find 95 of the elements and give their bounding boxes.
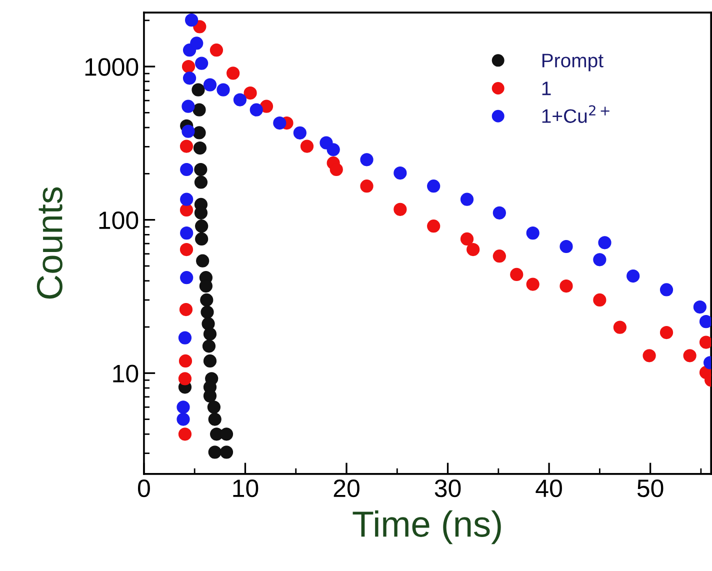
point [182,60,196,74]
point [699,336,712,349]
point [220,428,234,441]
point [178,372,192,386]
point [195,220,208,233]
point [300,140,314,153]
point [273,116,286,130]
y-tick-label: 100 [99,211,138,230]
point [642,349,656,362]
point [208,412,222,426]
x-tick-label: 10 [233,479,258,498]
point [180,226,194,240]
point [196,254,210,268]
point [360,153,374,166]
legend-label: 1+Cu$^{2+}$ [542,105,610,123]
point [192,103,206,116]
point [176,412,190,426]
point [194,176,208,189]
point [226,66,240,80]
point [192,126,206,140]
point [660,283,674,296]
point [492,206,506,220]
point [200,293,214,307]
point [192,83,205,96]
point [330,162,343,176]
point [427,180,440,193]
point [185,14,198,27]
legend-label: Prompt [542,54,604,72]
point [293,126,306,140]
point [178,354,192,368]
point [207,400,221,414]
point [244,86,257,100]
point [250,103,263,116]
y-tick-label: 10 [113,364,138,382]
point [492,250,506,263]
point [360,180,374,193]
point [203,354,217,368]
point [180,162,194,176]
point [560,240,573,254]
point [194,162,208,176]
point [626,269,640,283]
x-tick-label: 30 [434,479,461,498]
point [216,83,230,96]
point [182,124,195,138]
point [683,349,696,362]
x-tick-label: 20 [334,479,360,498]
point [182,72,196,85]
legend-label: 1 [542,82,551,96]
x-tick-label: 40 [536,479,562,498]
point [660,326,674,340]
point [176,400,190,414]
point [180,271,194,284]
point [195,56,208,70]
point [180,192,194,206]
point [180,242,194,256]
point [526,278,540,291]
y-tick-label: 1000 [85,58,138,76]
y-axis-title: Counts [36,187,62,299]
point [208,446,222,459]
point [178,331,192,344]
point [699,314,712,328]
point [210,44,224,57]
point [179,302,193,316]
point [203,78,217,92]
point [190,36,204,50]
point [220,446,234,459]
point [193,141,207,155]
x-tick-label: 50 [637,479,664,498]
point [613,320,626,334]
point [202,340,216,353]
point [560,279,573,293]
point [510,268,524,282]
point [180,140,194,153]
point [326,143,340,156]
point [466,242,480,256]
point [460,232,474,246]
point [394,202,407,216]
point [526,226,540,240]
point [593,293,606,307]
point [598,236,612,250]
point [427,220,440,233]
point [260,100,274,113]
x-axis-title: Time (ns) [352,510,501,544]
point [593,253,606,266]
point [203,327,217,341]
point [193,20,206,34]
point [195,232,208,246]
point [233,93,247,106]
point [178,428,192,441]
point [460,192,474,206]
point [394,166,407,180]
x-tick-label: 0 [138,479,150,498]
point [693,300,706,314]
point [200,306,214,319]
point [182,100,195,113]
